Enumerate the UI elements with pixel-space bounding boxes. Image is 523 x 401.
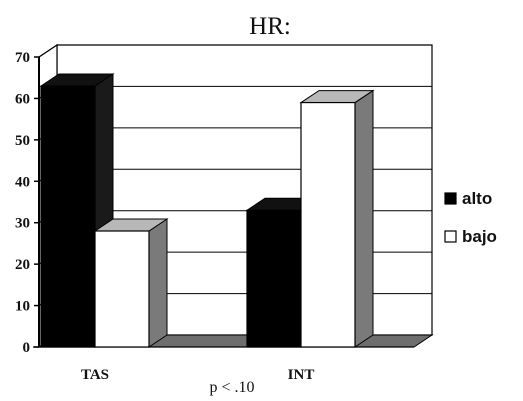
x-category-label: INT: [288, 367, 315, 383]
bar-front: [246, 209, 302, 348]
bar-front: [40, 85, 96, 348]
x-axis-labels: TAS INT: [81, 367, 314, 383]
y-tick-label: 20: [15, 257, 30, 273]
gridline: [38, 44, 58, 58]
bar-side: [148, 218, 168, 348]
y-tick-label: 60: [15, 91, 30, 107]
bar-side: [354, 89, 374, 348]
legend-swatch-alto: [444, 192, 457, 205]
y-tick-label: 0: [23, 340, 31, 356]
bar-bajo-tas: [93, 218, 169, 348]
significance-annotation: p < .10: [209, 379, 254, 396]
y-tick-label: 10: [15, 299, 30, 315]
legend: alto bajo: [444, 189, 497, 246]
bars: [39, 73, 375, 348]
y-tick-label: 40: [15, 174, 30, 190]
y-tick-label: 50: [15, 133, 30, 149]
y-tick-label: 70: [15, 50, 30, 66]
legend-swatch-bajo: [444, 230, 457, 243]
legend-label-bajo: bajo: [462, 227, 497, 246]
bar-bajo-int: [299, 89, 375, 348]
chart-title: HR:: [249, 13, 291, 40]
bar-front: [94, 230, 150, 348]
x-category-label: TAS: [81, 367, 109, 383]
bar-front: [300, 101, 356, 348]
legend-label-alto: alto: [462, 189, 492, 208]
y-tick-label: 30: [15, 216, 30, 232]
